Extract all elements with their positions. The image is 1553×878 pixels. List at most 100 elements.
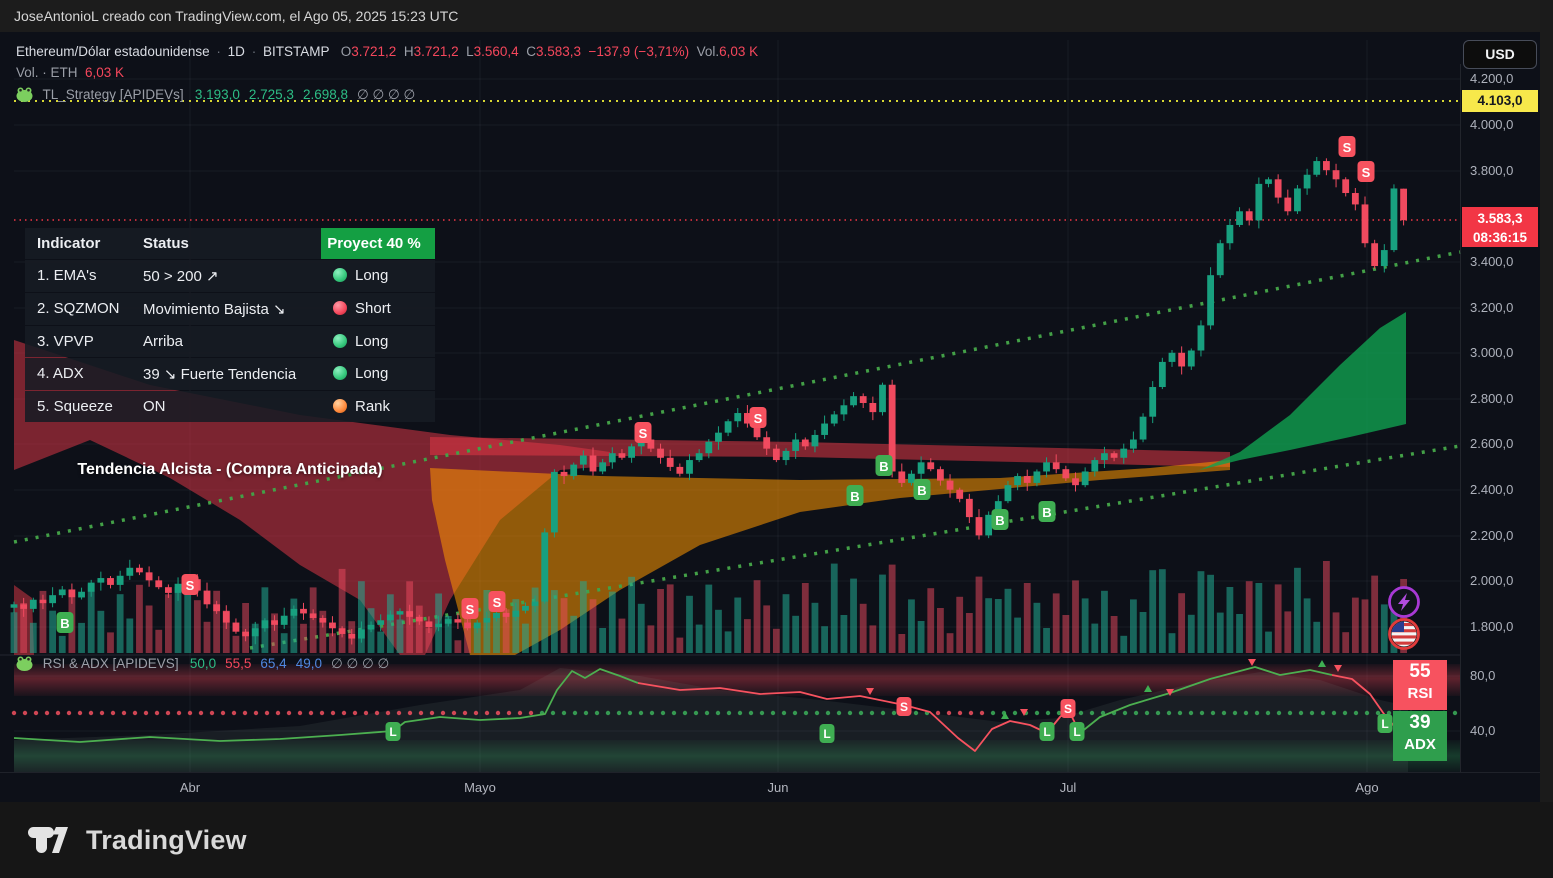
svg-text:B: B (850, 489, 859, 504)
svg-text:B: B (917, 483, 926, 498)
alert-price-label[interactable]: 4.103,0 (1462, 90, 1538, 112)
proyect-40-badge: Proyect 40 % (321, 228, 435, 259)
buy-signal-tag (385, 722, 401, 741)
event-markers[interactable] (1388, 586, 1420, 650)
indicator-row-1: 1. EMA's 50 > 200 ↗ Long (25, 260, 435, 292)
strategy-name[interactable]: TL_Strategy [APIDEVs] (42, 87, 184, 102)
table-body: 1. EMA's 50 > 200 ↗ Long 2. SQZMON Movimient… (25, 260, 435, 422)
price-tick-label: 2.800,0 (1470, 391, 1514, 406)
indicator-status: Arriba (131, 326, 321, 357)
adx-value-badge: 39 ADX (1393, 711, 1447, 761)
buy-signal-tag (1377, 714, 1393, 733)
currency-toggle-button[interactable]: USD (1463, 40, 1537, 69)
crossover-marker (1248, 659, 1256, 666)
svg-text:L: L (389, 725, 396, 739)
price-tick-label: 4.200,0 (1470, 71, 1514, 86)
strategy-values: 3.193,0 2.725,3 2.698,8 ∅ ∅ ∅ ∅ (194, 87, 416, 102)
last-price-label: 3.583,3 08:36:15 (1462, 207, 1538, 247)
indicator-status: 39 ↘ Fuerte Tendencia (131, 358, 321, 390)
rsi-indicator-name[interactable]: RSI & ADX [APIDEVS] (42, 656, 179, 671)
volume-bars (10, 559, 1407, 653)
time-tick-mayo[interactable]: Mayo (464, 780, 496, 795)
price-tick-label: 2.600,0 (1470, 436, 1514, 451)
time-tick-jun[interactable]: Jun (767, 780, 789, 795)
buy-signal-tag (875, 455, 893, 476)
indicator-name: 4. ADX (25, 358, 131, 390)
price-tick-label: 3.400,0 (1470, 254, 1514, 269)
sell-signal-tag (488, 591, 506, 612)
price-tick-label: 3.200,0 (1470, 300, 1514, 315)
change-value: −137,9 (−3,71%) (588, 44, 690, 59)
svg-text:S: S (493, 595, 502, 610)
indicator-name: 2. SQZMON (25, 293, 131, 325)
sell-signal-tag (1060, 699, 1076, 718)
signal-dot-icon (333, 366, 347, 380)
time-tick-jul[interactable]: Jul (1059, 780, 1077, 795)
indicator-row-3: 3. VPVP Arriba Long (25, 326, 435, 357)
time-tick-abr[interactable]: Abr (179, 780, 201, 795)
indicator-status: 50 > 200 ↗ (131, 260, 321, 292)
svg-text:S: S (639, 426, 648, 441)
svg-text:B: B (60, 616, 69, 631)
exchange-label[interactable]: BITSTAMP (262, 44, 330, 59)
svg-text:B: B (879, 459, 888, 474)
indicator-row-5: 5. Squeeze ON Rank (25, 391, 435, 422)
sell-signal-tag (749, 407, 767, 428)
symbol-legend[interactable]: Ethereum/Dólar estadounidense · 1D · BIT… (16, 44, 759, 59)
svg-text:B: B (1042, 505, 1051, 520)
svg-text:L: L (1073, 725, 1080, 739)
buy-signal-tag (991, 509, 1009, 530)
crossover-marker (1020, 709, 1028, 716)
price-tick-label: 80,0 (1470, 668, 1496, 683)
buy-signal-tag (1039, 722, 1055, 741)
buy-signal-tag (846, 485, 864, 506)
adx-area (14, 668, 1408, 772)
rsi-oversold-zone (14, 740, 1460, 772)
indicator-status: ON (131, 391, 321, 422)
svg-text:S: S (466, 602, 475, 617)
attribution-text: JoseAntonioL creado con TradingView.com,… (14, 8, 459, 24)
trend-footer-label: Tendencia Alcista - (Compra Anticipada) (77, 461, 383, 478)
svg-text:S: S (186, 578, 195, 593)
bar-countdown: 08:36:15 (1472, 230, 1528, 245)
frog-icon (16, 87, 33, 102)
signal-dot-icon (333, 268, 347, 282)
symbol-title[interactable]: Ethereum/Dólar estadounidense (16, 44, 210, 59)
vol-eth-value: 6,03 K (85, 65, 125, 80)
indicator-signal: Rank (321, 391, 435, 422)
price-tick-label: 2.000,0 (1470, 573, 1514, 588)
trendline-dotted (13, 250, 1461, 544)
table-header-row: Indicator Status Proyect 40 % (25, 228, 435, 259)
price-tick-label: 2.200,0 (1470, 528, 1514, 543)
crossover-marker (1318, 660, 1326, 667)
frog-icon (16, 656, 33, 671)
green-cloud (1195, 312, 1406, 472)
time-axis[interactable]: Abr Mayo Jun Jul Ago (0, 772, 1540, 803)
tradingview-logo-text: TradingView (86, 824, 247, 855)
volume-legend[interactable]: Vol. · ETH 6,03 K (16, 65, 125, 80)
indicator-signal: Short (321, 293, 435, 325)
price-tick-label: 40,0 (1470, 723, 1496, 738)
interval-label[interactable]: 1D (227, 44, 245, 59)
sell-signal-tag (461, 598, 479, 619)
volume-value: 6,03 K (719, 44, 759, 59)
strategy-legend[interactable]: TL_Strategy [APIDEVs] 3.193,0 2.725,3 2.69… (16, 87, 424, 103)
svg-text:S: S (1362, 165, 1371, 180)
buy-signal-tag (1069, 722, 1085, 741)
indicator-signal: Long (321, 260, 435, 292)
rsi-adx-legend[interactable]: RSI & ADX [APIDEVS] 50,0 55,5 65,4 49,0 ∅ ∅ … (16, 656, 398, 672)
orange-band (430, 460, 1230, 655)
price-tick-label: 3.000,0 (1470, 345, 1514, 360)
time-tick-ago[interactable]: Ago (1355, 780, 1379, 795)
svg-text:S: S (1343, 140, 1352, 155)
right-margin-strip (1540, 0, 1553, 878)
red-strip (430, 437, 1230, 467)
signal-dot-icon (333, 301, 347, 315)
tradingview-logo[interactable]: TradingView (28, 820, 247, 860)
crossover-marker (866, 688, 874, 695)
trend-lines[interactable] (13, 100, 1461, 650)
price-tick-label: 4.000,0 (1470, 117, 1514, 132)
